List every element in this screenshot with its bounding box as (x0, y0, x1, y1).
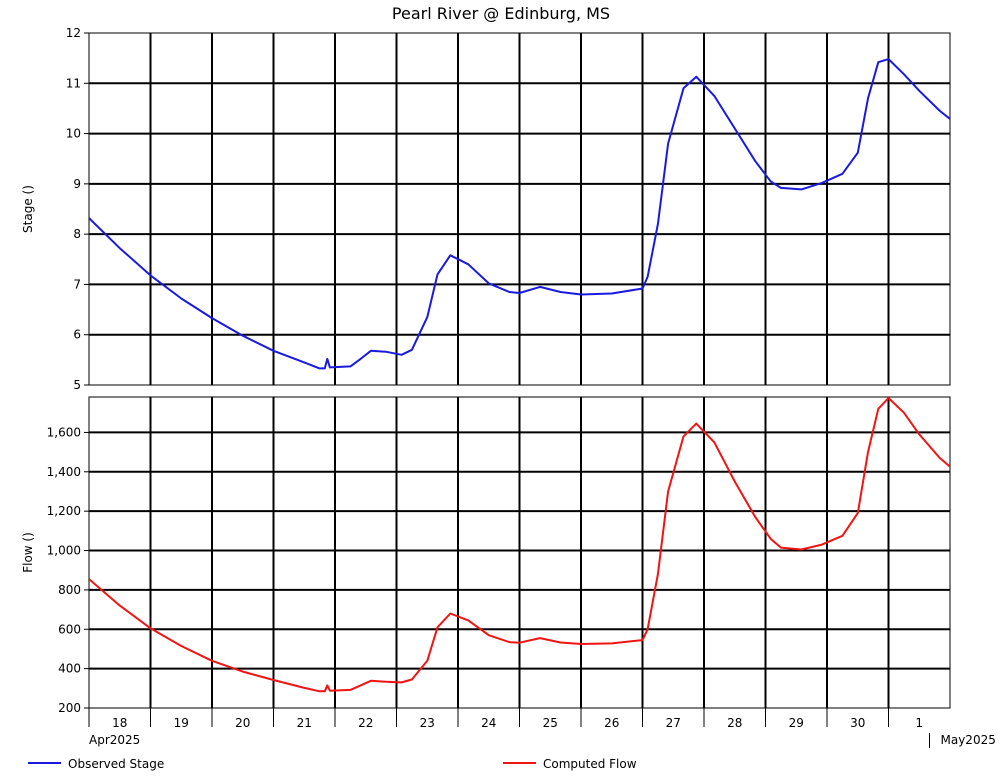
y-tick-label: 600 (58, 622, 81, 636)
y-tick-label: 9 (73, 177, 81, 191)
legend-label: Observed Stage (68, 757, 164, 771)
panels-layer: 5 6 7 8 9 10 11 12 Stage () 200 400 600 800 1,000 1,20… (21, 26, 951, 715)
x-tick-label: 30 (850, 716, 865, 730)
x-tick-label: 23 (420, 716, 435, 730)
y-tick-label: 1,400 (47, 465, 81, 479)
x-month-label: May2025 (941, 733, 996, 747)
y-tick-label: 6 (73, 328, 81, 342)
x-tick-label: 26 (604, 716, 619, 730)
y-tick-label: 8 (73, 227, 81, 241)
x-tick-label: 21 (297, 716, 312, 730)
y-tick-label: 1,600 (47, 425, 81, 439)
panel-2: 200 400 600 800 1,000 1,200 1,400 1,600 Flow () (21, 396, 951, 715)
x-tick-label: 27 (666, 716, 681, 730)
y-tick-label: 7 (73, 277, 81, 291)
y-tick-label: 1,000 (47, 544, 81, 558)
x-tick-label: 22 (358, 716, 373, 730)
legend-label: Computed Flow (543, 757, 637, 771)
chart-title: Pearl River @ Edinburg, MS (392, 4, 610, 23)
x-tick-label: 28 (727, 716, 742, 730)
y-tick-label: 400 (58, 662, 81, 676)
y-tick-label: 12 (66, 26, 81, 40)
x-tick-label: 20 (235, 716, 250, 730)
x-tick-label: 29 (789, 716, 804, 730)
legend: Observed Stage Computed Flow (28, 757, 637, 771)
x-tick-label: 24 (481, 716, 496, 730)
panel-1: 5 6 7 8 9 10 11 12 Stage () (21, 26, 951, 392)
x-tick-label: 19 (174, 716, 189, 730)
series-line-computed-flow (89, 397, 950, 693)
x-tick-label: 1 (915, 716, 923, 730)
y-tick-label: 10 (66, 127, 81, 141)
y-tick-label: 11 (66, 76, 81, 90)
y-tick-label: 200 (58, 701, 81, 715)
series-line-observed-stage (89, 58, 950, 370)
x-tick-label: 18 (112, 716, 127, 730)
y-axis-label: Flow () (21, 532, 35, 573)
x-month-label: Apr2025 (89, 733, 140, 747)
x-axis: 18 19 20 21 22 23 24 25 26 27 28 29 30 1 Apr2025 May202… (88, 708, 996, 748)
y-tick-label: 1,200 (47, 504, 81, 518)
y-tick-label: 5 (73, 378, 81, 392)
x-tick-label: 25 (543, 716, 558, 730)
y-tick-label: 800 (58, 583, 81, 597)
y-axis-label: Stage () (21, 185, 35, 233)
